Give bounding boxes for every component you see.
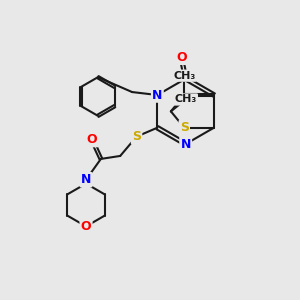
- Text: CH₃: CH₃: [175, 94, 197, 104]
- Text: O: O: [81, 220, 91, 233]
- Text: S: S: [180, 121, 189, 134]
- Text: O: O: [87, 133, 97, 146]
- Text: N: N: [181, 138, 191, 151]
- Text: CH₃: CH₃: [173, 71, 195, 81]
- Text: S: S: [132, 130, 141, 143]
- Text: O: O: [176, 51, 187, 64]
- Text: N: N: [81, 173, 91, 186]
- Text: N: N: [152, 88, 163, 101]
